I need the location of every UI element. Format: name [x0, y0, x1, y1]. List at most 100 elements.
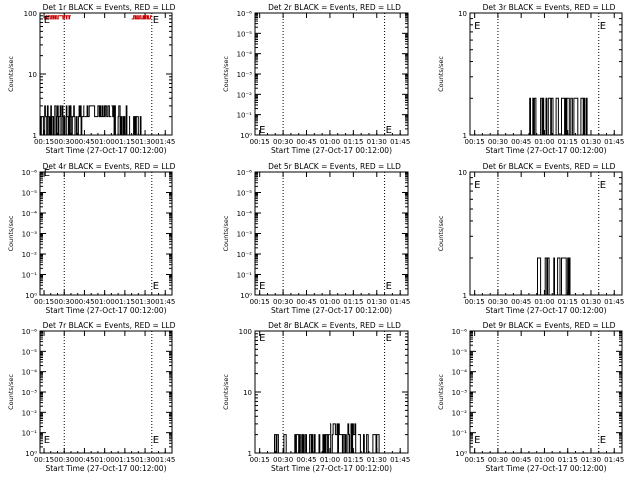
y-tick-label: 10⁻² — [237, 91, 253, 99]
x-tick-label: 01:45 — [604, 138, 624, 146]
x-tick-label: 01:15 — [343, 138, 363, 146]
y-tick-label: 10⁻² — [452, 409, 468, 417]
event-marker: E — [386, 125, 392, 136]
y-tick-label: 10⁻⁴ — [237, 210, 253, 218]
panel-det-6: Det 6r BLACK = Events, RED = LLD 1 10 00:15… — [437, 162, 624, 315]
x-tick-label: 01:30 — [135, 456, 155, 464]
y-tick-label: 10⁰ — [25, 450, 37, 458]
y-tick-label: 10⁻³ — [237, 231, 253, 239]
panel-title: Det 2r BLACK = Events, RED = LLD — [268, 3, 401, 12]
y-tick-label: 10⁻¹ — [22, 272, 38, 280]
x-tick-label: 00:15 — [465, 138, 485, 146]
x-tick-label: 01:00 — [95, 138, 115, 146]
x-tick-label: 01:15 — [558, 298, 578, 306]
x-tick-label: 01:30 — [581, 138, 601, 146]
y-tick-label: 10⁻⁵ — [22, 348, 38, 356]
y-tick-label: 10⁰ — [240, 132, 252, 140]
y-tick-label: 10⁻⁵ — [237, 30, 253, 38]
y-tick-label: 10⁻³ — [452, 389, 468, 397]
panel-det-5: Det 5r BLACK = Events, RED = LLD 10⁰ 10⁻¹ 1… — [222, 162, 410, 315]
x-tick-label: 01:15 — [343, 456, 363, 464]
y-tick-label: 10 — [458, 10, 467, 18]
x-tick-label: 00:15 — [250, 138, 270, 146]
y-axis-label: Counts/sec — [437, 215, 445, 251]
x-tick-label: 00:15 — [250, 298, 270, 306]
events-series — [273, 423, 380, 454]
event-marker: E — [600, 21, 606, 32]
panel-title: Det 8r BLACK = Events, RED = LLD — [268, 321, 401, 330]
event-marker: E — [259, 281, 265, 292]
x-tick-label: 01:45 — [155, 456, 175, 464]
x-axis-label: Start Time (27-Oct-17 00:12:00) — [45, 306, 166, 315]
x-axis-label: Start Time (27-Oct-17 00:12:00) — [45, 146, 166, 155]
x-tick-label: 01:00 — [320, 138, 340, 146]
y-tick-label: 10⁻⁵ — [452, 348, 468, 356]
y-axis-label: Counts/sec — [437, 374, 445, 410]
y-tick-label: 10⁻¹ — [22, 430, 38, 438]
y-tick-label: 10⁻¹ — [452, 430, 468, 438]
y-tick-label: 10⁻⁶ — [452, 328, 468, 336]
y-tick-label: 1 — [248, 450, 252, 458]
x-axis-label: Start Time (27-Oct-17 00:12:00) — [271, 306, 392, 315]
y-tick-label: 10⁰ — [455, 450, 467, 458]
y-axis-label: Counts/sec — [222, 374, 230, 410]
panel-det-9: Det 9r BLACK = Events, RED = LLD 10⁰ 10⁻¹ 1… — [437, 321, 624, 473]
x-tick-label: 00:30 — [54, 456, 74, 464]
x-tick-label: 00:30 — [488, 456, 508, 464]
y-tick-label: 10 — [243, 389, 252, 397]
y-tick-label: 10 — [458, 169, 467, 177]
y-tick-label: 10⁻⁴ — [452, 369, 468, 377]
event-marker: E — [259, 125, 265, 136]
x-tick-label: 00:30 — [488, 138, 508, 146]
x-tick-label: 01:30 — [581, 298, 601, 306]
event-marker: E — [153, 281, 159, 292]
y-tick-label: 1 — [33, 132, 37, 140]
panel-title: Det 6r BLACK = Events, RED = LLD — [483, 162, 616, 171]
x-axis-label: Start Time (27-Oct-17 00:12:00) — [485, 464, 606, 473]
x-tick-label: 01:30 — [135, 298, 155, 306]
x-tick-label: 00:45 — [74, 456, 94, 464]
panel-title: Det 4r BLACK = Events, RED = LLD — [43, 162, 176, 171]
panel-title: Det 9r BLACK = Events, RED = LLD — [483, 321, 616, 330]
event-marker: E — [474, 180, 480, 191]
x-axis-label: Start Time (27-Oct-17 00:12:00) — [271, 464, 392, 473]
events-series — [40, 105, 143, 136]
x-tick-label: 01:15 — [115, 298, 135, 306]
x-tick-label: 01:30 — [367, 138, 387, 146]
event-marker: E — [600, 435, 606, 446]
y-tick-label: 10⁻³ — [237, 71, 253, 79]
y-tick-label: 10⁻⁶ — [22, 328, 38, 336]
y-tick-label: 10⁻² — [22, 251, 38, 259]
x-tick-label: 01:45 — [390, 138, 410, 146]
x-tick-label: 00:45 — [511, 456, 531, 464]
y-axis-label: Counts/sec — [222, 215, 230, 251]
y-axis-label: Counts/sec — [437, 56, 445, 92]
x-tick-label: 00:15 — [34, 138, 54, 146]
x-tick-label: 00:45 — [74, 298, 94, 306]
event-marker: E — [153, 15, 159, 26]
event-marker: E — [474, 435, 480, 446]
x-tick-label: 01:00 — [534, 138, 554, 146]
x-tick-label: 01:00 — [320, 456, 340, 464]
y-tick-label: 10⁻⁴ — [237, 51, 253, 59]
x-tick-label: 01:45 — [604, 456, 624, 464]
plot-frame — [469, 171, 623, 296]
event-marker: E — [600, 180, 606, 191]
panel-title: Det 1r BLACK = Events, RED = LLD — [43, 3, 176, 12]
y-tick-label: 1 — [463, 292, 467, 300]
event-marker: E — [259, 333, 265, 344]
event-marker: E — [44, 168, 50, 179]
events-series — [525, 97, 591, 136]
y-tick-label: 10⁻¹ — [237, 272, 253, 280]
x-tick-label: 01:00 — [534, 456, 554, 464]
y-tick-label: 10⁻⁴ — [22, 369, 38, 377]
y-axis-label: Counts/sec — [222, 56, 230, 92]
x-tick-label: 01:15 — [343, 298, 363, 306]
x-tick-label: 01:30 — [367, 456, 387, 464]
x-tick-label: 00:15 — [34, 456, 54, 464]
x-tick-label: 01:15 — [558, 456, 578, 464]
x-tick-label: 01:30 — [581, 456, 601, 464]
x-tick-label: 00:15 — [465, 298, 485, 306]
x-tick-label: 01:15 — [115, 456, 135, 464]
